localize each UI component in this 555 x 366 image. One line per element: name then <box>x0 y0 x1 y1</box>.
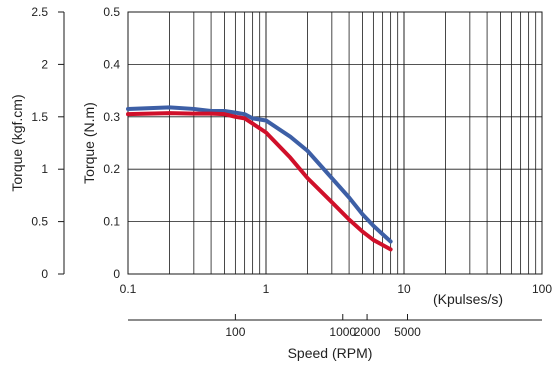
y-tick-label: 0 <box>113 267 120 281</box>
series-layer <box>126 105 393 252</box>
y-tick-label: 0.3 <box>103 110 120 124</box>
series-line-2 <box>126 111 393 252</box>
series-line-1 <box>126 105 393 244</box>
x2-tick-label: 2000 <box>354 325 381 339</box>
x2-tick-label: 100 <box>225 325 245 339</box>
y-axis: 0 0.1 0.2 0.3 0.4 0.5 <box>103 5 120 281</box>
x2-axis-title: Speed (RPM) <box>288 345 373 361</box>
y2-tick-label: 1.5 <box>31 110 48 124</box>
grid-layer <box>127 11 543 275</box>
x-tick-label: 1 <box>263 282 270 296</box>
y2-axis: 0 0.5 1 1.5 2 2.5 <box>31 5 64 281</box>
y2-tick-label: 1 <box>41 162 48 176</box>
y2-tick-label: 0 <box>41 267 48 281</box>
y2-tick-label: 2.5 <box>31 5 48 19</box>
y-tick-label: 0.5 <box>103 5 120 19</box>
y2-tick-label: 2 <box>41 57 48 71</box>
y-tick-label: 0.2 <box>103 162 120 176</box>
x-tick-label: 10 <box>397 282 411 296</box>
y2-axis-title: Torque (kgf.cm) <box>9 94 25 191</box>
x-tick-label: 100 <box>532 282 552 296</box>
x2-tick-label: 5000 <box>394 325 421 339</box>
y-axis-title: Torque (N.m) <box>81 102 97 184</box>
x2-tick-label: 1000 <box>329 325 356 339</box>
y-tick-label: 0.4 <box>103 57 120 71</box>
y-tick-label: 0.1 <box>103 215 120 229</box>
x-axis: 0.1 1 10 100 <box>120 282 553 296</box>
plot-frame <box>127 11 543 275</box>
x-tick-label: 0.1 <box>120 282 137 296</box>
y2-tick-label: 0.5 <box>31 215 48 229</box>
x-axis-title: (Kpulses/s) <box>433 291 503 307</box>
